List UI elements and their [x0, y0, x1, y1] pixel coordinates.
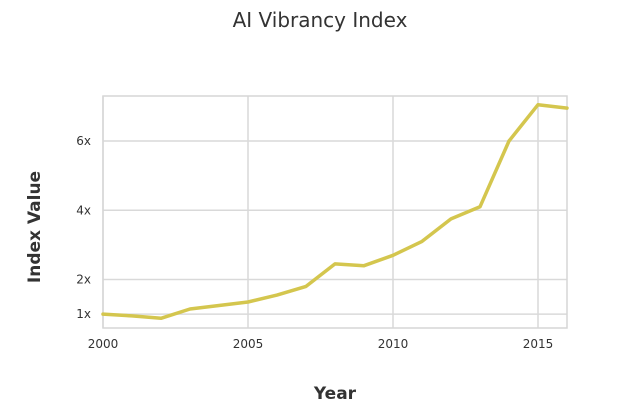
tick-labels: 2000 2005 2010 2015 1x 2x 4x 6x: [76, 134, 553, 351]
y-tick-label: 2x: [76, 273, 91, 287]
y-tick-label: 4x: [76, 203, 91, 217]
chart-title: AI Vibrancy Index: [233, 8, 408, 32]
x-tick-label: 2010: [378, 337, 409, 351]
x-tick-label: 2015: [523, 337, 554, 351]
plot-area: [102, 95, 568, 329]
series-line: [101, 102, 569, 321]
x-tick-label: 2000: [88, 337, 119, 351]
y-tick-label: 1x: [76, 307, 91, 321]
x-tick-label: 2005: [233, 337, 264, 351]
x-axis-title: Year: [313, 384, 357, 404]
y-tick-label: 6x: [76, 134, 91, 148]
y-axis-title: Index Value: [25, 171, 45, 283]
grid: [102, 96, 567, 328]
